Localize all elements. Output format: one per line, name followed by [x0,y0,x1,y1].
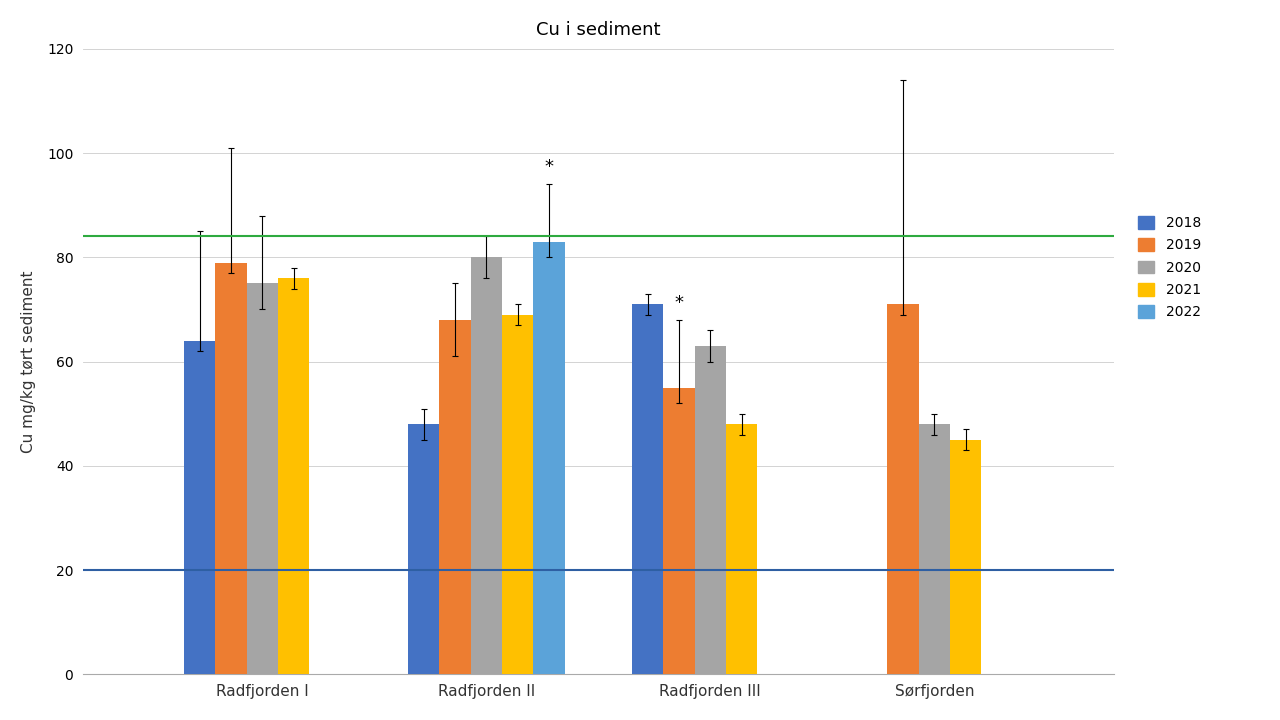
Bar [471,257,502,675]
Bar [950,440,982,675]
Bar [408,424,439,675]
Bar [215,263,247,675]
Bar [439,320,471,675]
Title: Cu i sediment: Cu i sediment [536,21,660,39]
Legend: 2018, 2019, 2020, 2021, 2022: 2018, 2019, 2020, 2021, 2022 [1130,209,1208,326]
Bar [184,341,215,675]
Text: *: * [675,294,684,312]
Bar [695,346,726,675]
Bar [663,387,695,675]
Bar [502,315,534,675]
Bar [887,305,919,675]
Y-axis label: Cu mg/kg tørt sediment: Cu mg/kg tørt sediment [20,270,36,453]
Bar [726,424,758,675]
Bar [278,278,310,675]
Bar [632,305,663,675]
Text: *: * [544,158,553,176]
Bar [919,424,950,675]
Bar [534,242,564,675]
Bar [247,284,278,675]
